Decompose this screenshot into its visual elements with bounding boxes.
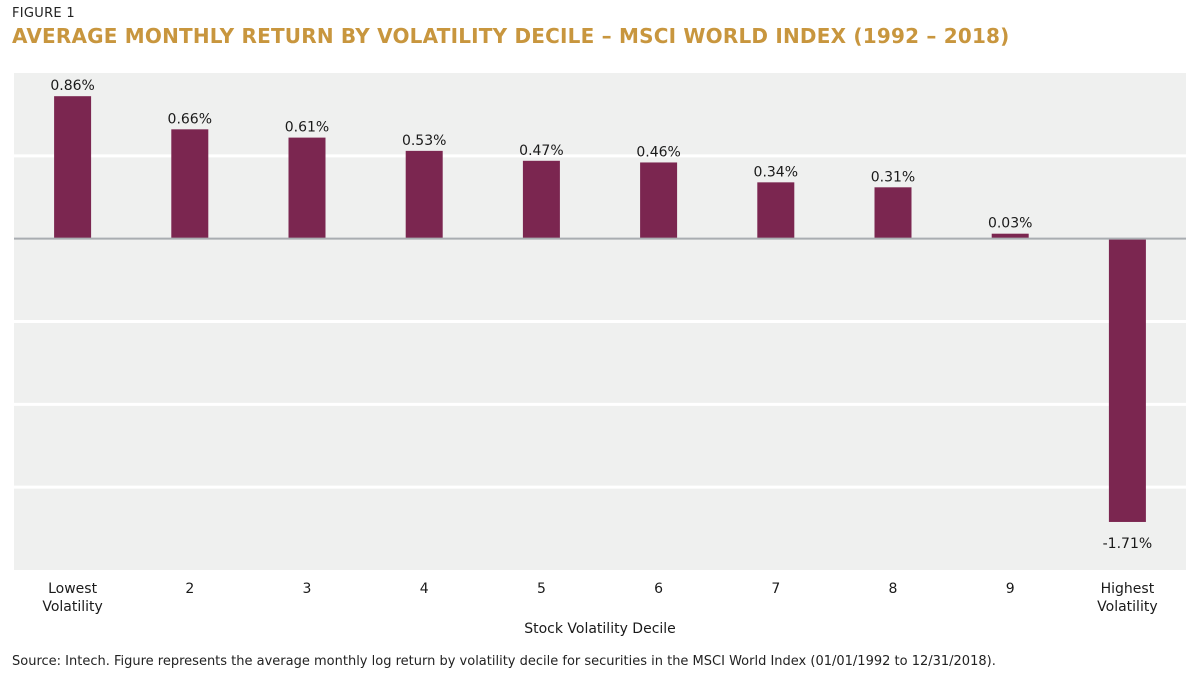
value-label-10: -1.71% <box>1103 536 1153 552</box>
x-tick-label-line: 6 <box>654 581 663 597</box>
x-tick-label-line: 8 <box>889 581 898 597</box>
x-tick-label-7: 7 <box>771 581 780 597</box>
value-label-7: 0.34% <box>754 164 798 180</box>
value-label-1: 0.86% <box>50 78 94 94</box>
x-tick-label-line: 7 <box>771 581 780 597</box>
bar-5 <box>522 160 560 239</box>
x-tick-label-3: 3 <box>303 581 312 597</box>
x-tick-label-4: 4 <box>420 581 429 597</box>
bar-10 <box>1108 238 1146 522</box>
x-tick-label-9: 9 <box>1006 581 1015 597</box>
bar-2 <box>171 129 209 239</box>
x-tick-label-6: 6 <box>654 581 663 597</box>
value-label-5: 0.47% <box>519 143 563 159</box>
value-label-2: 0.66% <box>168 111 212 127</box>
x-tick-label-line: 9 <box>1006 581 1015 597</box>
x-tick-label-line: Highest <box>1101 581 1155 597</box>
bar-8 <box>874 187 912 239</box>
bar-4 <box>405 150 443 239</box>
value-label-6: 0.46% <box>636 144 680 160</box>
x-tick-label-8: 8 <box>889 581 898 597</box>
x-tick-label-5: 5 <box>537 581 546 597</box>
bar-7 <box>757 182 795 239</box>
x-tick-label-line: 3 <box>303 581 312 597</box>
bars <box>54 96 1146 522</box>
value-label-3: 0.61% <box>285 120 329 136</box>
gridlines <box>14 154 1186 489</box>
x-tick-label-2: 2 <box>185 581 194 597</box>
x-tick-labels: Lowest Volatility 2 3 4 5 6 7 8 9 Highest Volatilit… <box>42 581 1157 615</box>
value-label-8: 0.31% <box>871 169 915 185</box>
bar-6 <box>640 162 678 239</box>
x-tick-label-line: Volatility <box>42 599 102 615</box>
value-label-9: 0.03% <box>988 216 1032 232</box>
x-tick-label-line: 2 <box>185 581 194 597</box>
x-tick-label-line: Volatility <box>1097 599 1157 615</box>
chart-title: AVERAGE MONTHLY RETURN BY VOLATILITY DEC… <box>12 24 1010 48</box>
value-labels: 0.86% 0.66% 0.61% 0.53% 0.47% 0.46% 0.34% 0.31%… <box>50 78 1152 552</box>
x-tick-label-line: 5 <box>537 581 546 597</box>
source-note: Source: Intech. Figure represents the av… <box>12 654 996 669</box>
value-label-4: 0.53% <box>402 133 446 149</box>
figure-label: FIGURE 1 <box>12 6 75 21</box>
bar-9 <box>991 233 1029 239</box>
bar-1 <box>54 96 92 239</box>
x-tick-label-line: 4 <box>420 581 429 597</box>
x-tick-label-10: Highest Volatility <box>1097 581 1157 615</box>
x-tick-label-line: Lowest <box>48 581 97 597</box>
x-tick-label-1: Lowest Volatility <box>42 581 102 615</box>
bar-3 <box>288 137 326 239</box>
x-axis-title: Stock Volatility Decile <box>524 621 676 637</box>
